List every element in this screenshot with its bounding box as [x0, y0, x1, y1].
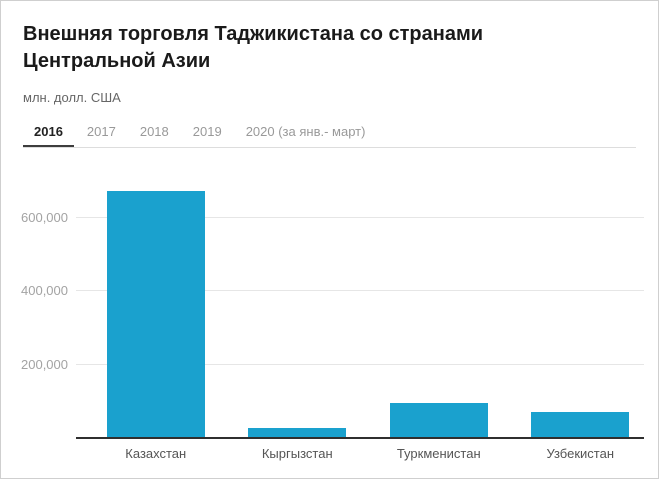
x-axis-line [76, 437, 644, 439]
chart-unit-label: млн. долл. США [23, 90, 121, 105]
tabs-divider-line [23, 147, 636, 148]
tab-2018[interactable]: 2018 [139, 124, 169, 139]
x-category-label-kazakhstan: Казахстан [125, 446, 187, 461]
chart-plot-area: 200,000 400,000 600,000 Казахстан Кыргызстан… [21, 163, 644, 461]
gridline-200000 [76, 363, 644, 365]
year-tabs: 2016 2017 2018 2019 2020 (за янв.- март) [23, 119, 376, 148]
tab-2017[interactable]: 2017 [86, 124, 116, 139]
gridline-600000 [76, 217, 644, 218]
x-category-label-turkmenistan: Туркменистан [396, 446, 481, 461]
y-tick-label-400000: 400,000 [21, 283, 68, 299]
tab-2020-jan-mar[interactable]: 2020 (за янв.- март) [245, 124, 366, 139]
bar-turkmenistan[interactable] [389, 403, 488, 438]
x-category-label-uzbekistan: Узбекистан [546, 446, 615, 461]
y-tick-label-600000: 600,000 [21, 210, 68, 225]
bar-kyrgyzstan[interactable] [248, 427, 347, 438]
tab-2019[interactable]: 2019 [192, 124, 222, 139]
gridline-400000 [76, 290, 644, 292]
bar-uzbekistan[interactable] [531, 412, 630, 438]
chart-title: Внешняя торговля Таджикистана со странам… [23, 23, 484, 72]
bar-kazakhstan[interactable] [106, 190, 205, 438]
y-tick-label-200000: 200,000 [21, 356, 68, 372]
x-category-label-kyrgyzstan: Кыргызстан [261, 446, 333, 461]
tab-2016[interactable]: 2016 [23, 119, 74, 148]
